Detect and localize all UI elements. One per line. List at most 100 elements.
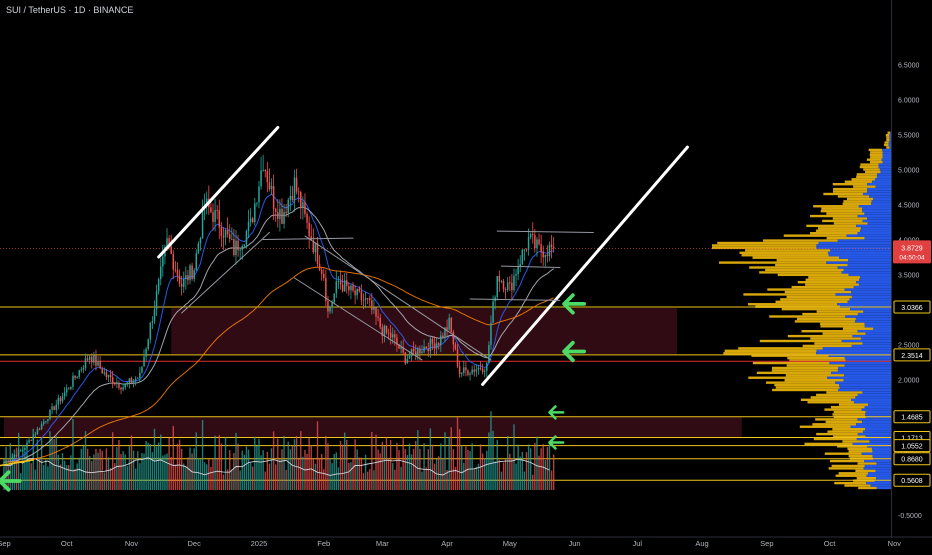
volume-bar bbox=[111, 432, 114, 490]
candle-body bbox=[118, 383, 120, 388]
level-tag-text-7: 0.5608 bbox=[901, 478, 923, 485]
volume-bar bbox=[402, 437, 404, 490]
vp-bar-up bbox=[800, 398, 852, 401]
vp-bar-up bbox=[826, 391, 863, 394]
candle-body bbox=[130, 378, 133, 383]
volume-bar bbox=[502, 462, 505, 490]
volume-bar bbox=[356, 449, 358, 490]
volume-bar bbox=[43, 465, 45, 490]
volume-bar bbox=[95, 448, 97, 490]
vp-bar-up bbox=[712, 244, 817, 247]
trendlines-layer[interactable] bbox=[0, 126, 689, 470]
volume-bar bbox=[70, 455, 72, 490]
volume-bar bbox=[394, 469, 396, 490]
volume-bar bbox=[166, 453, 168, 490]
vp-bar-down bbox=[878, 163, 892, 166]
volume-bar bbox=[452, 449, 455, 490]
vp-bar-down bbox=[857, 432, 892, 436]
volume-bar bbox=[496, 439, 498, 490]
volume-bar bbox=[105, 448, 108, 490]
candle-body bbox=[86, 358, 89, 360]
volume-bar bbox=[492, 430, 494, 490]
vp-bar-up bbox=[719, 261, 827, 264]
candle-body bbox=[379, 317, 381, 328]
vp-bar-down bbox=[856, 281, 892, 284]
vp-bar-up bbox=[805, 283, 859, 286]
vp-bar-up bbox=[804, 442, 853, 446]
vp-bar-up bbox=[860, 163, 879, 166]
candle-body bbox=[88, 356, 91, 360]
volume-bar bbox=[7, 464, 9, 490]
candle-body bbox=[366, 298, 369, 299]
volume-bar bbox=[5, 447, 7, 490]
vp-bar-down bbox=[849, 298, 892, 301]
vp-bar-down bbox=[859, 278, 892, 281]
volume-bar bbox=[57, 454, 60, 490]
candle-body bbox=[527, 236, 530, 250]
vp-bar-down bbox=[852, 334, 892, 338]
vp-bar-up bbox=[810, 214, 858, 218]
candle-body bbox=[137, 377, 139, 379]
candle-body bbox=[34, 434, 37, 436]
volume-bar bbox=[281, 449, 283, 490]
volume-bar bbox=[519, 456, 521, 490]
vp-bar-down bbox=[867, 187, 892, 191]
volume-bar bbox=[300, 431, 302, 490]
candle-body bbox=[463, 367, 465, 373]
arrow-left-icon-3 bbox=[548, 435, 565, 450]
candle-body bbox=[70, 386, 72, 389]
volume-bar bbox=[494, 461, 496, 490]
volume-bar bbox=[509, 453, 511, 490]
candle-body bbox=[239, 249, 241, 251]
vp-bar-down bbox=[816, 349, 892, 352]
volume-bar bbox=[316, 421, 319, 490]
vp-bar-down bbox=[829, 361, 892, 365]
volume-bar bbox=[176, 443, 179, 490]
volume-bar bbox=[206, 464, 208, 490]
volume-bar bbox=[86, 448, 89, 490]
trendline-6 bbox=[294, 277, 423, 361]
vp-bar-down bbox=[861, 408, 892, 411]
candle-body bbox=[222, 236, 225, 238]
vp-bar-up bbox=[767, 288, 845, 291]
vp-bar-up bbox=[833, 435, 866, 438]
candle-body bbox=[53, 406, 55, 411]
volume-bar bbox=[218, 435, 220, 490]
volume-bar bbox=[197, 458, 200, 490]
vp-bar-down bbox=[861, 452, 892, 455]
volume-bar bbox=[30, 463, 32, 490]
candles-layer[interactable] bbox=[3, 154, 555, 465]
volume-tick-2: -0.5000 bbox=[898, 513, 922, 520]
trendline-7 bbox=[304, 235, 492, 361]
vp-bar-down bbox=[880, 170, 892, 174]
volume-bar bbox=[264, 471, 266, 490]
vp-bar-up bbox=[887, 131, 891, 134]
trendline-9 bbox=[0, 459, 35, 467]
candle-body bbox=[506, 282, 509, 290]
vp-bar-down bbox=[862, 207, 892, 210]
candle-body bbox=[456, 349, 459, 367]
volume-bar bbox=[195, 432, 197, 490]
candle-body bbox=[469, 373, 471, 375]
level-tag-text-4: 1.1713 bbox=[901, 436, 923, 443]
candle-body bbox=[122, 387, 124, 390]
candle-body bbox=[247, 221, 250, 231]
candle-body bbox=[174, 269, 177, 271]
candle-body bbox=[84, 358, 87, 369]
candle-body bbox=[302, 202, 304, 209]
candle-body bbox=[300, 192, 302, 209]
volume-bar bbox=[185, 467, 187, 490]
candle-body bbox=[498, 276, 501, 282]
time-label-11: Aug bbox=[695, 539, 708, 548]
vp-bar-down bbox=[816, 246, 892, 250]
volume-bar bbox=[285, 469, 287, 490]
volume-bar bbox=[170, 456, 172, 490]
volume-bar bbox=[500, 471, 503, 490]
candle-body bbox=[228, 234, 231, 240]
vp-bar-up bbox=[822, 219, 863, 223]
volume-bar bbox=[513, 424, 515, 490]
volume-bar bbox=[262, 450, 264, 490]
vp-bar-up bbox=[775, 386, 840, 389]
